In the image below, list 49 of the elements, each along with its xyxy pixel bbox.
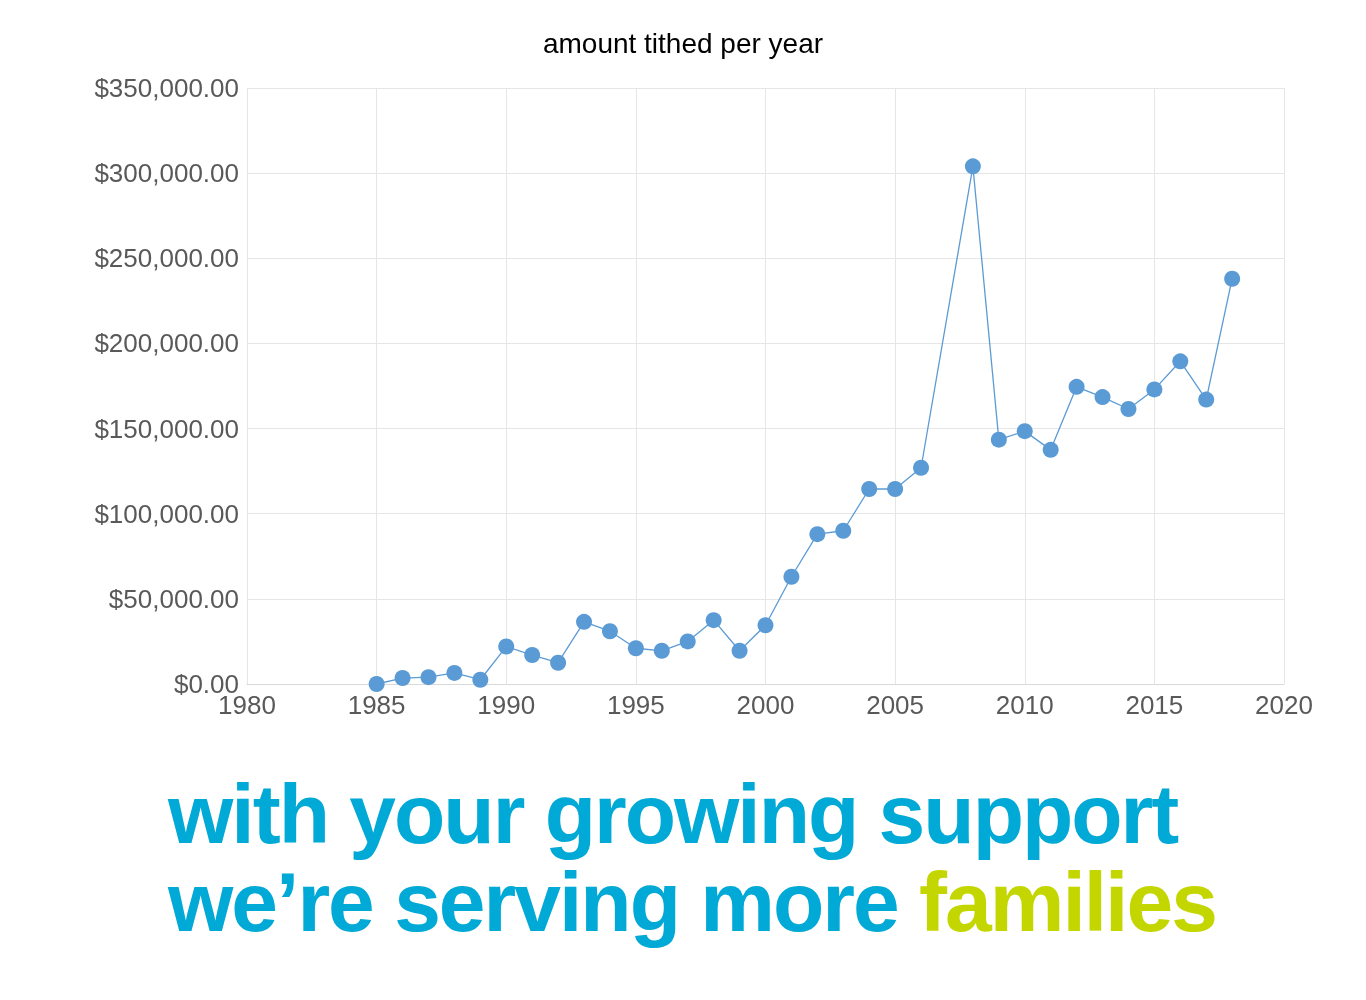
point bbox=[394, 670, 411, 687]
point bbox=[1146, 381, 1163, 398]
x-tick-label: 1990 bbox=[477, 690, 536, 720]
point bbox=[757, 617, 774, 634]
point bbox=[550, 654, 567, 671]
x-tick-label: 2010 bbox=[995, 690, 1054, 720]
point bbox=[1094, 389, 1111, 406]
point bbox=[576, 613, 593, 630]
y-tick-label: $300,000.00 bbox=[94, 158, 239, 189]
point bbox=[524, 647, 541, 664]
point bbox=[1172, 353, 1189, 370]
point bbox=[1224, 270, 1241, 287]
point bbox=[679, 633, 696, 650]
y-tick-label: $200,000.00 bbox=[94, 328, 239, 359]
point bbox=[809, 526, 826, 543]
point bbox=[1120, 400, 1137, 417]
point bbox=[705, 612, 722, 629]
y-tick-label: $250,000.00 bbox=[94, 243, 239, 274]
point bbox=[1042, 441, 1059, 458]
point bbox=[472, 671, 489, 688]
point bbox=[887, 481, 904, 498]
x-tick-label: 1985 bbox=[347, 690, 406, 720]
y-tick-label: $100,000.00 bbox=[94, 498, 239, 529]
point bbox=[368, 676, 385, 692]
point bbox=[420, 669, 437, 686]
x-tick-label: 2015 bbox=[1125, 690, 1184, 720]
point bbox=[913, 459, 930, 476]
x-tick-label: 1995 bbox=[606, 690, 665, 720]
point bbox=[1198, 391, 1215, 408]
x-tick-label: 2000 bbox=[736, 690, 795, 720]
y-tick-label: $350,000.00 bbox=[94, 73, 239, 103]
point bbox=[990, 431, 1007, 448]
point bbox=[498, 638, 515, 655]
x-tick-label: 2005 bbox=[866, 690, 925, 720]
y-tick-label: $50,000.00 bbox=[108, 583, 239, 614]
point bbox=[627, 640, 644, 657]
y-tick-label: $150,000.00 bbox=[94, 413, 239, 444]
chart-title: amount tithed per year bbox=[542, 27, 824, 59]
point bbox=[861, 481, 878, 498]
point bbox=[783, 568, 800, 585]
point bbox=[601, 623, 618, 640]
point bbox=[964, 158, 981, 175]
point bbox=[653, 642, 670, 659]
point bbox=[1068, 378, 1085, 395]
point bbox=[446, 664, 463, 681]
point bbox=[731, 642, 748, 659]
x-tick-label: 2020 bbox=[1255, 690, 1313, 720]
point bbox=[1016, 423, 1033, 440]
point bbox=[835, 522, 852, 539]
